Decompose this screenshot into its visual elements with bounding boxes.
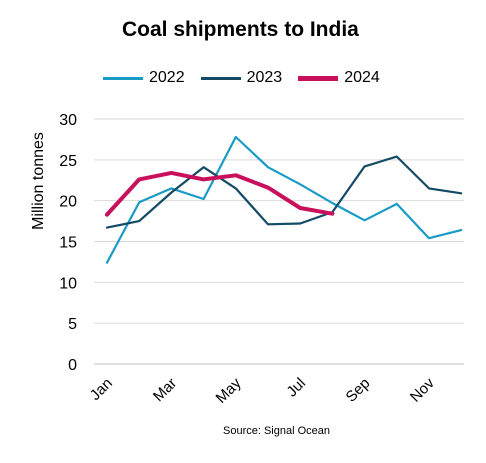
chart-title: Coal shipments to India: [122, 18, 359, 41]
y-axis-label: Million tonnes: [30, 132, 47, 230]
y-tick-label-15: 15: [59, 235, 77, 252]
x-axis: Jan Mar May Jul Sep Nov: [87, 363, 464, 407]
series-lines: [105, 135, 463, 264]
series-line-2023: [105, 155, 463, 229]
legend-item-2022: 2022: [103, 69, 185, 87]
source-note: Source: Signal Ocean: [223, 425, 331, 437]
legend-label-2022: 2022: [149, 69, 185, 86]
y-tick-label-25: 25: [59, 153, 77, 170]
y-tick-label-0: 0: [68, 357, 77, 374]
x-tick-label-may: May: [213, 374, 245, 406]
legend-swatch-2024: [298, 75, 339, 81]
series-line-2022: [105, 135, 463, 264]
gridlines: [94, 118, 464, 324]
y-axis: 0 5 10 15 20 25 30: [59, 112, 77, 374]
x-tick-label-jan: Jan: [87, 375, 116, 404]
legend-swatch-2022: [103, 76, 143, 80]
x-tick-label-sep: Sep: [343, 375, 374, 406]
x-tick-label-jul: Jul: [283, 375, 309, 401]
legend-label-2024: 2024: [344, 69, 380, 86]
legend-label-2023: 2023: [246, 69, 283, 86]
legend-swatch-2023: [200, 76, 241, 80]
legend-item-2024: 2024: [298, 69, 380, 87]
series-line-2024: [105, 170, 335, 217]
y-tick-label-30: 30: [59, 112, 77, 129]
y-tick-label-5: 5: [68, 316, 77, 333]
legend-item-2023: 2023: [200, 69, 283, 87]
y-tick-label-10: 10: [59, 275, 77, 292]
y-tick-label-20: 20: [59, 194, 77, 211]
x-tick-label-nov: Nov: [407, 374, 438, 405]
x-tick-label-mar: Mar: [150, 375, 180, 405]
legend: 2022 2023 2024: [103, 69, 396, 87]
